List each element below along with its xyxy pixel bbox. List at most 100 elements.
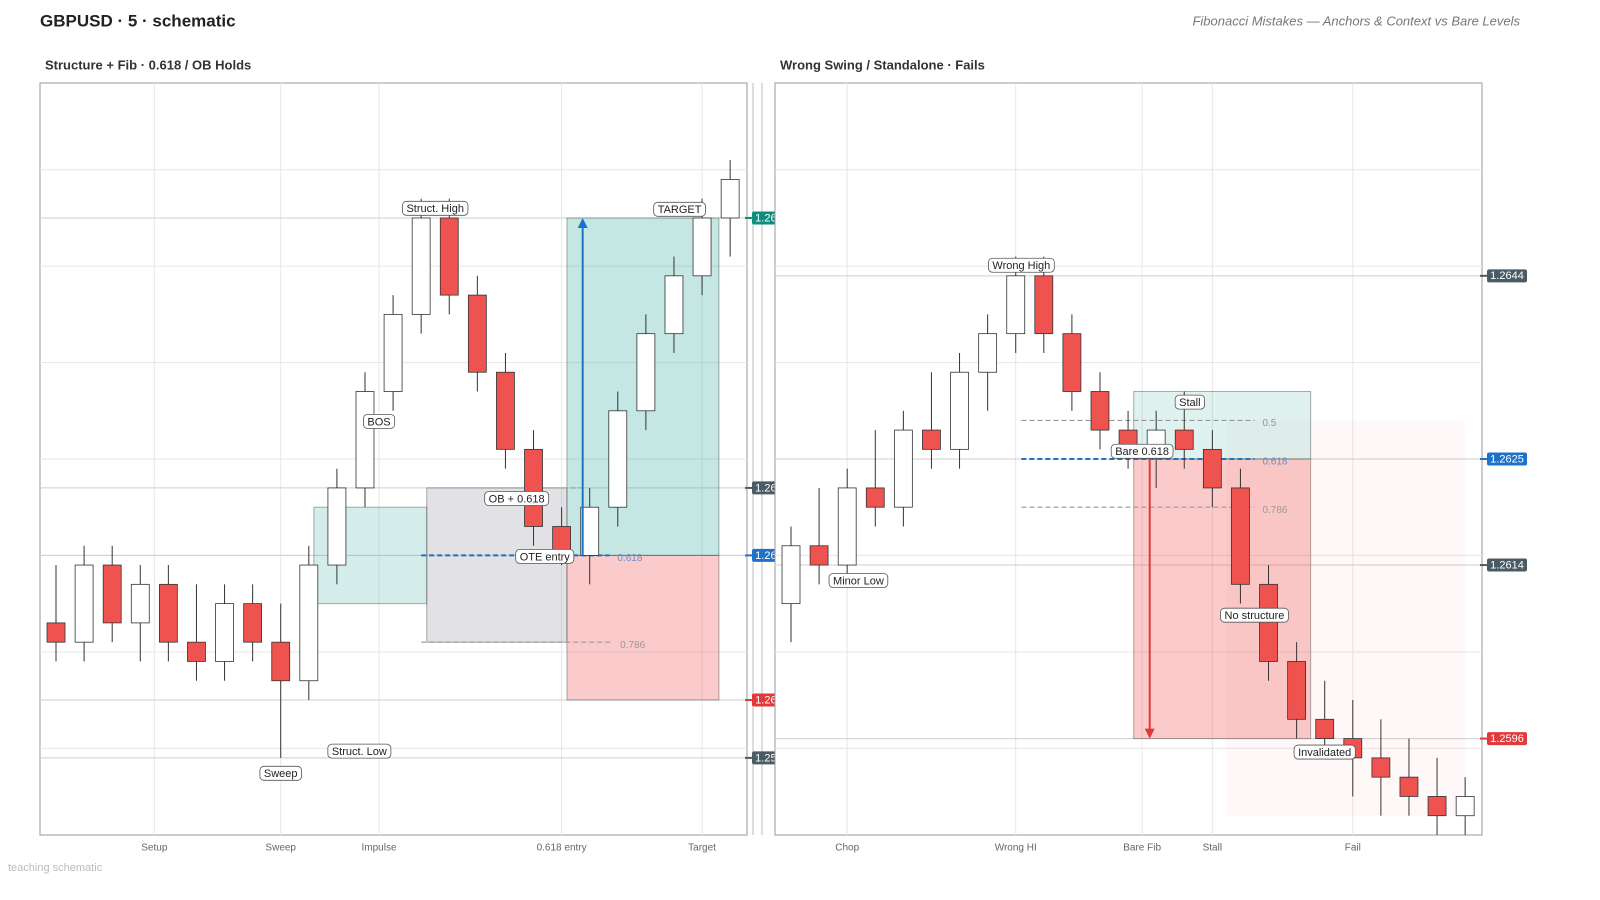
annotation-box xyxy=(1174,394,1205,410)
candle-body xyxy=(271,641,291,682)
annotation-box xyxy=(363,413,396,429)
annotation-box xyxy=(828,573,889,588)
annotation: Struct. Low xyxy=(332,746,387,758)
candle-body xyxy=(1174,429,1194,450)
annotation: OTE entry xyxy=(520,551,571,563)
candle-body xyxy=(1259,583,1278,662)
candle-body xyxy=(950,371,969,450)
candle-body xyxy=(1427,796,1447,817)
annotation-box xyxy=(402,200,469,216)
candle-body xyxy=(1315,718,1335,739)
candle-body xyxy=(130,583,150,624)
arrow-head xyxy=(1144,728,1155,739)
candle-body xyxy=(664,275,684,335)
candle-body xyxy=(837,487,857,566)
panel-title: Structure + Fib · 0.618 / OB Holds xyxy=(45,57,251,72)
candle-body xyxy=(496,371,515,450)
candle-body xyxy=(580,506,600,556)
footer: teaching schematic xyxy=(8,862,103,874)
candle-body xyxy=(46,622,66,643)
candle-body xyxy=(467,294,487,373)
annotation-box xyxy=(484,491,550,506)
candle-body xyxy=(636,333,656,412)
annotation: OB + 0.618 xyxy=(489,493,545,505)
annotation-box xyxy=(327,743,392,759)
x-tick-label: Fail xyxy=(1345,843,1361,854)
x-tick-label: Sweep xyxy=(265,843,296,854)
fib-label: 0.618 xyxy=(617,553,642,564)
candle-body xyxy=(74,564,94,643)
x-tick-label: Target xyxy=(688,843,716,854)
candle-body xyxy=(781,545,801,605)
candle-body xyxy=(893,429,913,508)
price-tag xyxy=(1487,732,1527,746)
price-tag xyxy=(1487,269,1527,283)
candle-body xyxy=(355,391,375,489)
price-tag-label: 1.2614 xyxy=(1490,559,1524,571)
candle-body xyxy=(1034,275,1054,335)
candle-body xyxy=(1006,275,1026,335)
candle-body xyxy=(1090,391,1110,431)
candle-body xyxy=(922,429,941,450)
price-tag-label: 1.2625 xyxy=(1490,453,1524,465)
candle-body xyxy=(383,313,403,392)
candle-body xyxy=(809,545,829,566)
candle-body xyxy=(102,564,122,624)
fib-label: 0.5 xyxy=(1262,418,1276,429)
x-tick-label: Setup xyxy=(141,843,168,854)
annotation: Stall xyxy=(1179,397,1200,409)
candle-body xyxy=(524,448,543,527)
panel-title: Wrong Swing / Standalone · Fails xyxy=(780,57,985,72)
candle-body xyxy=(608,410,628,508)
header-subtitle: Fibonacci Mistakes — Anchors & Context v… xyxy=(1192,13,1520,28)
candle-body xyxy=(720,179,740,219)
candle-body xyxy=(1399,776,1419,797)
fib-label: 0.786 xyxy=(620,640,645,651)
annotation: Struct. High xyxy=(406,203,463,215)
zone xyxy=(1133,458,1312,740)
fib-label: 0.618 xyxy=(1262,457,1287,468)
annotation: BOS xyxy=(367,416,390,428)
x-tick-label: Stall xyxy=(1203,843,1222,854)
candle-body xyxy=(215,603,234,662)
annotation-box xyxy=(1110,443,1174,459)
x-tick-label: Impulse xyxy=(362,843,397,854)
candle-body xyxy=(1287,661,1307,720)
candle-body xyxy=(243,603,263,643)
annotation-box xyxy=(515,548,575,564)
x-tick-label: Wrong HI xyxy=(995,843,1037,854)
price-tag xyxy=(1487,558,1527,572)
annotation-box xyxy=(1293,744,1356,760)
candle-body xyxy=(439,217,459,296)
price-tag-label: 1.2596 xyxy=(1490,733,1524,745)
annotation: Bare 0.618 xyxy=(1115,446,1169,458)
x-tick-label: Bare Fib xyxy=(1123,843,1161,854)
annotation: Minor Low xyxy=(833,575,884,587)
fib-label: 0.786 xyxy=(1262,505,1287,516)
header-title: GBPUSD · 5 · schematic xyxy=(40,11,236,30)
annotation: TARGET xyxy=(658,204,702,216)
zone xyxy=(566,554,720,701)
annotation: No structure xyxy=(1225,610,1285,622)
zone xyxy=(426,487,568,643)
candle-body xyxy=(411,217,431,315)
candle-body xyxy=(1202,448,1222,489)
price-tag xyxy=(1487,452,1527,466)
candle-body xyxy=(1062,333,1082,392)
x-tick-label: Chop xyxy=(835,843,859,854)
candle-body xyxy=(187,641,206,662)
candle-body xyxy=(1455,796,1475,817)
candle-body xyxy=(978,333,998,373)
candle-body xyxy=(865,487,885,508)
arrow-head xyxy=(577,217,588,228)
x-tick-label: 0.618 entry xyxy=(537,843,587,854)
candle-body xyxy=(1231,487,1250,585)
annotation-box xyxy=(1220,607,1289,623)
candle-body xyxy=(327,487,347,566)
annotation: Invalidated xyxy=(1298,747,1351,759)
candle-body xyxy=(158,583,178,643)
price-tag-label: 1.2644 xyxy=(1490,270,1524,282)
annotation: Sweep xyxy=(264,768,298,780)
candle-body xyxy=(1371,757,1391,778)
